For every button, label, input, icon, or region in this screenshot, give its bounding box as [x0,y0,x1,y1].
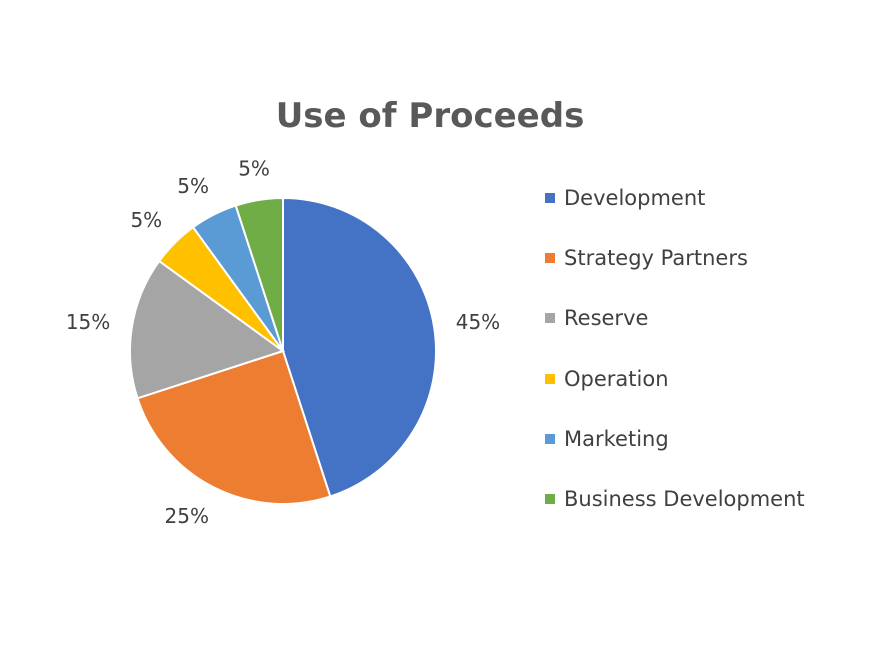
legend-label: Marketing [564,426,669,451]
data-label-development: 45% [456,310,500,334]
legend-label: Business Development [564,486,805,511]
legend-swatch [545,493,555,504]
legend-item: Marketing [545,424,805,454]
data-label-reserve: 15% [66,310,110,334]
data-label-business-development: 5% [238,156,270,180]
legend-label: Strategy Partners [564,246,748,271]
legend-item: Strategy Partners [545,243,805,273]
legend-item: Business Development [545,484,805,514]
pie-slice-development [282,196,437,498]
legend-swatch [545,253,555,264]
data-label-marketing: 5% [177,174,209,198]
legend-item: Reserve [545,303,805,333]
chart-title: Use of Proceeds [275,96,585,136]
legend-label: Reserve [564,306,649,331]
legend-item: Operation [545,364,805,394]
legend-swatch [545,193,555,203]
pie-slice-reserve [129,259,286,400]
legend: Development Strategy Partners Reserve Opera… [545,183,805,544]
data-label-operation: 5% [130,208,162,232]
data-label-strategy-partners: 25% [165,504,209,528]
legend-swatch [545,433,555,444]
legend-swatch [545,373,555,384]
legend-label: Operation [564,366,669,391]
legend-item: Development [545,183,805,213]
legend-label: Development [564,186,706,210]
pie-slice-business-development [234,196,284,352]
pie-slice-strategy-partners [136,349,332,505]
legend-swatch [545,313,555,324]
